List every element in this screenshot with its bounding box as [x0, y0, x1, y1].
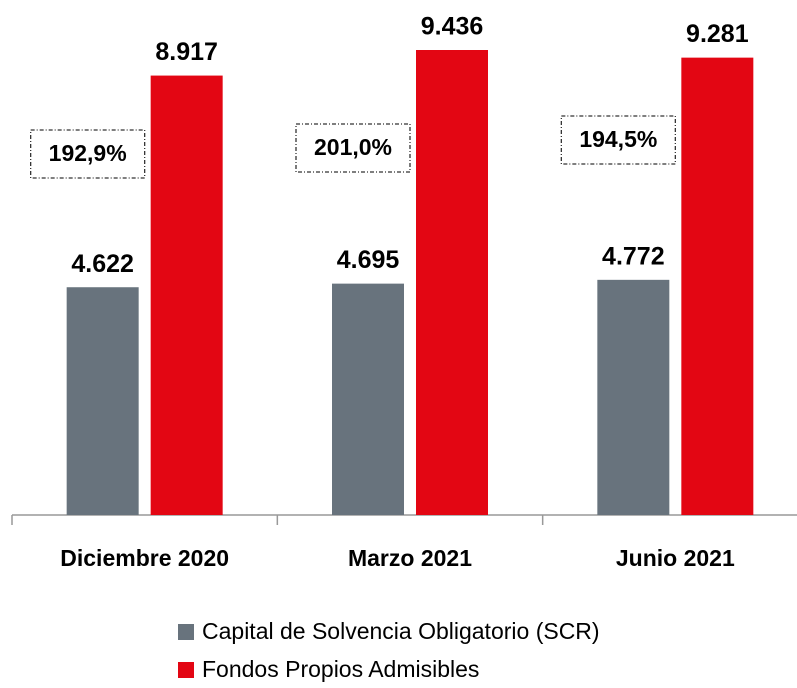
legend-swatch	[178, 662, 194, 678]
bar	[66, 287, 139, 515]
legend-label: Fondos Propios Admisibles	[202, 656, 479, 682]
x-tick-label: Junio 2021	[616, 545, 735, 571]
annotation-box	[30, 129, 146, 179]
annotation: 194,5%	[579, 126, 657, 152]
bar	[332, 283, 404, 515]
bar	[416, 50, 488, 515]
annotation-box	[560, 115, 676, 165]
annotation: 201,0%	[314, 134, 392, 160]
bar	[150, 75, 223, 515]
bar	[681, 57, 754, 515]
data-label: 4.695	[337, 246, 400, 274]
data-label: 9.281	[686, 20, 749, 48]
data-label: 4.772	[602, 242, 665, 270]
bar	[597, 279, 670, 515]
data-label: 8.917	[155, 38, 218, 66]
annotation-box	[295, 123, 411, 173]
legend-swatch	[178, 624, 194, 640]
x-tick-label: Diciembre 2020	[60, 545, 229, 571]
data-label: 4.622	[71, 250, 134, 278]
x-tick-label: Marzo 2021	[348, 545, 472, 571]
annotation: 192,9%	[49, 140, 127, 166]
legend-label: Capital de Solvencia Obligatorio (SCR)	[202, 618, 600, 644]
data-label: 9.436	[421, 13, 484, 41]
